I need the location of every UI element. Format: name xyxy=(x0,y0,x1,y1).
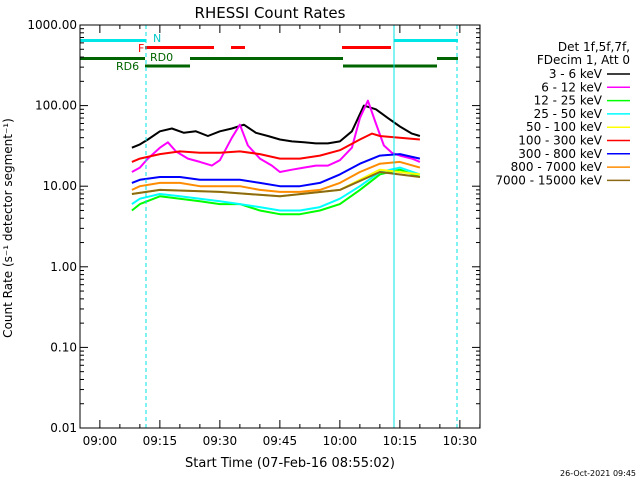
legend-label-8: 7000 - 15000 keV xyxy=(495,173,602,187)
series-line-2 xyxy=(131,168,421,216)
x-tick-label: 09:15 xyxy=(143,434,178,448)
series-lines xyxy=(131,99,421,216)
chart-title: RHESSI Count Rates xyxy=(195,4,346,22)
x-tick-label: 09:30 xyxy=(203,434,238,448)
legend-label-6: 300 - 800 keV xyxy=(518,147,602,161)
legend-label-2: 12 - 25 keV xyxy=(534,94,603,108)
legend-label-3: 25 - 50 keV xyxy=(534,107,603,121)
y-tick-label: 0.10 xyxy=(50,340,77,354)
legend-label-5: 100 - 300 keV xyxy=(518,134,602,148)
x-tick-label: 09:45 xyxy=(263,434,298,448)
legend-label-7: 800 - 7000 keV xyxy=(511,160,603,174)
annotation-rd6: RD6 xyxy=(116,60,139,73)
legend-label-0: 3 - 6 keV xyxy=(549,67,603,81)
y-tick-label: 0.01 xyxy=(50,421,77,435)
series-line-8 xyxy=(131,171,421,198)
legend-header-line2: FDecim 1, Att 0 xyxy=(537,53,630,67)
y-tick-label: 100.00 xyxy=(35,99,77,113)
series-line-5 xyxy=(131,132,420,163)
series-line-7 xyxy=(131,160,421,193)
y-axis-label: Count Rate (s⁻¹ detector segment⁻¹) xyxy=(1,118,15,338)
legend-label-4: 50 - 100 keV xyxy=(526,120,603,134)
series-line-6 xyxy=(131,153,421,188)
x-tick-label: 10:15 xyxy=(383,434,418,448)
x-tick-label: 10:30 xyxy=(443,434,478,448)
axis-ticks: 0.01 0.10 1.00 10.00 100.00 1000.00 09:00 09:15… xyxy=(27,18,481,448)
date-stamp: 26-Oct-2021 09:45 xyxy=(560,469,636,478)
x-axis-label: Start Time (07-Feb-16 08:55:02) xyxy=(185,456,395,471)
series-line-1 xyxy=(131,99,421,173)
x-tick-label: 10:00 xyxy=(323,434,358,448)
annotation-rd0: RD0 xyxy=(150,51,173,64)
status-flags xyxy=(79,25,458,428)
y-tick-label: 1.00 xyxy=(50,260,77,274)
series-line-0 xyxy=(131,104,421,149)
legend-label-1: 6 - 12 keV xyxy=(541,80,603,94)
annotation-n: N xyxy=(153,32,161,45)
annotation-f: F xyxy=(138,42,144,55)
x-tick-label: 09:00 xyxy=(83,434,118,448)
plot-frame xyxy=(79,24,481,429)
y-tick-label: 10.00 xyxy=(43,179,77,193)
series-line-3 xyxy=(131,166,421,212)
y-tick-label: 1000.00 xyxy=(27,18,77,32)
legend-header-line1: Det 1f,5f,7f, xyxy=(558,40,630,54)
